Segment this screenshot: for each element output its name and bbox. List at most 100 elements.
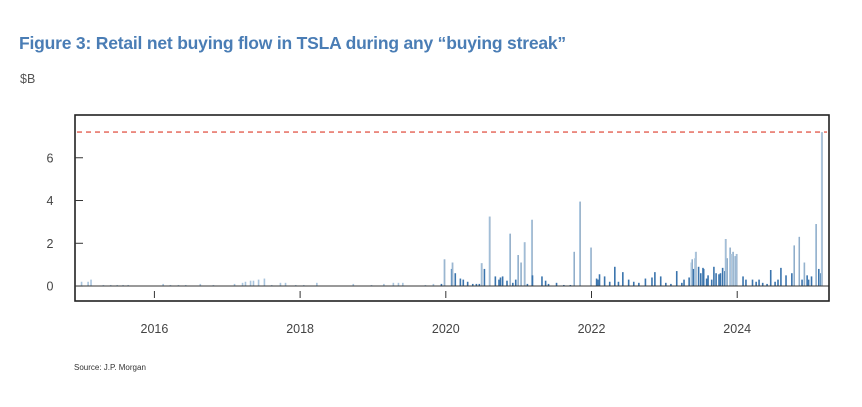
bar (638, 282, 640, 287)
bar (761, 282, 764, 287)
bar (509, 233, 511, 287)
bars-group (80, 132, 823, 287)
bar (597, 279, 599, 287)
bar-edge (804, 262, 806, 287)
bar (803, 262, 806, 287)
bar-edge (532, 219, 533, 287)
bar (632, 281, 635, 287)
bar (807, 279, 810, 287)
bar (530, 219, 533, 287)
bar-edge (591, 247, 592, 287)
bar (523, 242, 526, 287)
bar (547, 283, 550, 287)
bar-edge (452, 262, 454, 287)
bar-edge (799, 236, 801, 287)
bar (598, 274, 601, 287)
bar (432, 283, 435, 287)
bar (675, 271, 678, 287)
bar-edge (816, 224, 817, 287)
bar-edge (580, 201, 581, 287)
bar (199, 283, 202, 287)
bar (252, 280, 255, 287)
bar (514, 279, 517, 287)
bar (670, 283, 672, 287)
bar (774, 281, 776, 287)
x-tick-label: 2020 (432, 322, 460, 336)
bar (270, 284, 273, 287)
bar (517, 255, 519, 287)
bar-edge (733, 251, 734, 287)
bar (80, 281, 83, 287)
x-tick-label: 2018 (286, 322, 314, 336)
bar (162, 283, 164, 287)
bar (806, 275, 808, 287)
bar (116, 284, 119, 287)
bar (729, 253, 732, 287)
bar (699, 273, 702, 287)
bar (820, 132, 823, 287)
bar (719, 273, 722, 287)
bar (651, 277, 653, 287)
bar (724, 239, 727, 287)
plot-frame (74, 114, 830, 302)
bar (480, 263, 483, 287)
bar (392, 282, 395, 287)
y-axis-unit-label: $B (20, 72, 36, 86)
bar (478, 283, 481, 287)
bar (512, 282, 514, 287)
bar (688, 277, 690, 287)
bar (683, 279, 685, 287)
bar-edge (725, 239, 727, 287)
bar (459, 278, 462, 287)
bar (451, 262, 454, 287)
bar-edge (489, 216, 491, 287)
bar (127, 284, 129, 287)
bar (608, 281, 611, 287)
bar (705, 278, 708, 287)
bar (798, 236, 800, 287)
bar (102, 284, 105, 287)
bar (440, 283, 443, 287)
y-tick-label: 4 (47, 194, 54, 208)
bar (692, 268, 695, 287)
y-axis: 0 2 4 6 (47, 151, 83, 294)
bar (818, 268, 820, 287)
bar (801, 279, 803, 287)
bar (109, 284, 112, 287)
bar (462, 279, 465, 287)
bar (815, 224, 817, 287)
bar (90, 279, 92, 287)
x-tick-label: 2022 (578, 322, 606, 336)
bar-edge (736, 253, 738, 287)
bar-edge (794, 245, 795, 287)
bar (769, 270, 772, 287)
bar (443, 259, 446, 287)
bar (284, 282, 287, 287)
bar (726, 258, 728, 287)
source-note: Source: J.P. Morgan (74, 363, 146, 372)
bar (531, 275, 534, 287)
bar (402, 282, 404, 287)
bar (466, 281, 469, 287)
bar (702, 268, 705, 287)
bar (721, 267, 724, 287)
bar (780, 267, 782, 287)
bar (573, 251, 575, 287)
bar (526, 283, 529, 287)
bar-edge (524, 242, 526, 287)
bar-edge (735, 256, 736, 287)
bar (713, 266, 715, 287)
bar (665, 282, 667, 287)
bar (745, 279, 747, 287)
bar (177, 284, 180, 287)
bar (233, 283, 236, 287)
bar (755, 281, 757, 287)
bar (659, 276, 662, 287)
bar (424, 284, 427, 287)
bar (644, 278, 647, 287)
bar-edge (481, 263, 483, 287)
bar (589, 247, 592, 287)
figure-title: Figure 3: Retail net buying flow in TSLA… (19, 33, 566, 53)
bar (603, 276, 606, 287)
bar (520, 262, 522, 287)
